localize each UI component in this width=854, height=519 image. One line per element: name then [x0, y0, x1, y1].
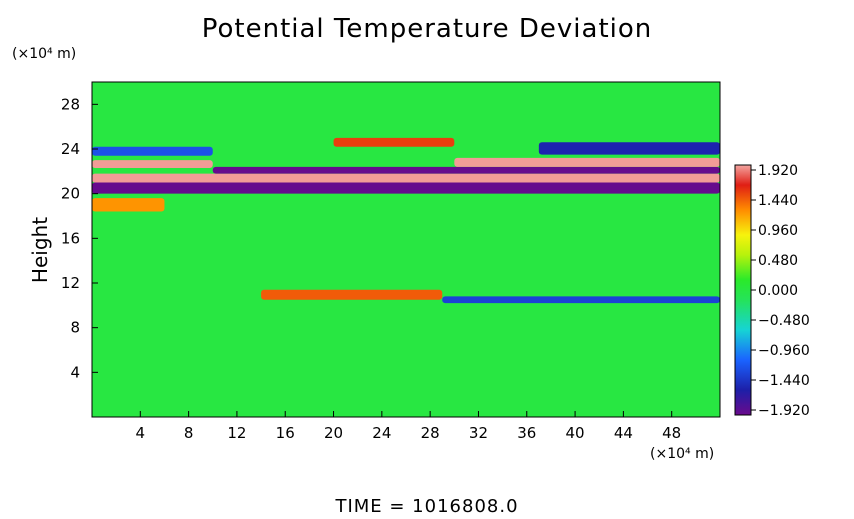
- y-tick-label: 12: [61, 274, 80, 292]
- y-axis-unit: (×10⁴ m): [12, 46, 77, 62]
- colorbar: [734, 164, 752, 416]
- colorbar-label: −0.960: [758, 343, 810, 359]
- x-tick-label: 28: [421, 424, 440, 442]
- y-tick-label: 16: [61, 229, 80, 247]
- colorbar-label: −0.480: [758, 313, 810, 329]
- heatmap-band-3: [454, 157, 720, 167]
- colorbar-label: 0.000: [758, 283, 798, 299]
- y-tick-label: 24: [61, 140, 80, 158]
- x-tick-label: 8: [184, 424, 194, 442]
- colorbar-label: 1.920: [758, 163, 798, 179]
- plot-frame: [91, 81, 721, 418]
- plot-area: [92, 82, 720, 417]
- heatmap-band-1: [92, 173, 720, 183]
- heatmap-band-9: [442, 296, 720, 304]
- colorbar-label: 0.480: [758, 253, 798, 269]
- heatmap-band-5: [333, 137, 455, 147]
- heatmap-band-4: [92, 160, 213, 168]
- heatmap-band-10: [92, 198, 165, 212]
- x-tick-label: 4: [136, 424, 146, 442]
- colorbar-label: 1.440: [758, 193, 798, 209]
- x-tick-label: 20: [324, 424, 343, 442]
- colorbar-label: 0.960: [758, 223, 798, 239]
- x-tick-label: 40: [566, 424, 585, 442]
- x-axis-unit: (×10⁴ m): [650, 446, 715, 462]
- x-tick-label: 12: [227, 424, 246, 442]
- x-tick-label: 48: [662, 424, 681, 442]
- heatmap-band-8: [261, 289, 443, 300]
- x-tick-label: 32: [469, 424, 488, 442]
- colorbar-label: −1.440: [758, 373, 810, 389]
- heatmap-band-2: [212, 166, 720, 174]
- x-tick-label: 44: [614, 424, 633, 442]
- x-tick-label: 16: [276, 424, 295, 442]
- heatmap-band-7: [92, 146, 213, 156]
- x-tick-label: 24: [372, 424, 391, 442]
- y-tick-label: 28: [61, 95, 80, 113]
- y-tick-label: 8: [70, 319, 80, 337]
- chart-title: Potential Temperature Deviation: [201, 14, 653, 44]
- x-tick-label: 36: [517, 424, 536, 442]
- heatmap-band-0: [92, 182, 720, 194]
- time-label: TIME = 1016808.0: [335, 496, 519, 517]
- heatmap-band-6: [538, 142, 720, 155]
- y-tick-label: 20: [61, 185, 80, 203]
- y-tick-label: 4: [70, 363, 80, 381]
- colorbar-label: −1.920: [758, 403, 810, 419]
